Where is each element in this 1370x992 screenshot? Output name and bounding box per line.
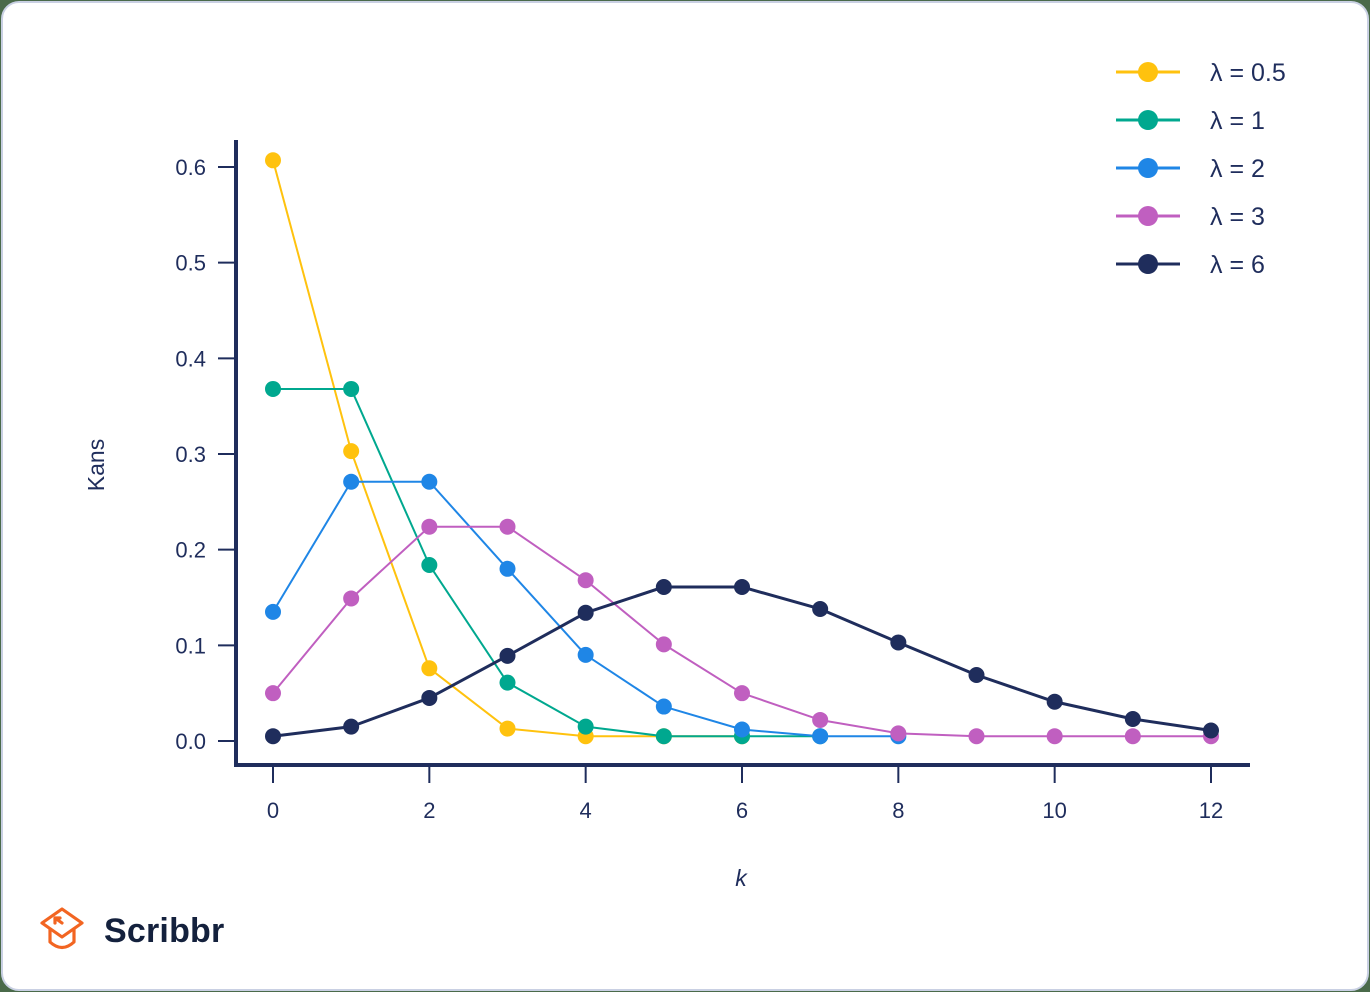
legend-marker — [1138, 158, 1158, 178]
series-line — [265, 473, 907, 745]
legend-marker — [1138, 110, 1158, 130]
y-tick-label: 0.0 — [175, 729, 206, 754]
data-point — [343, 590, 360, 607]
data-point — [577, 718, 594, 735]
y-axis-title: Kans — [83, 439, 109, 491]
data-point — [1124, 728, 1141, 745]
series-group — [265, 152, 1219, 745]
series-path — [272, 585, 1212, 738]
data-point — [265, 380, 281, 397]
data-point — [499, 647, 516, 664]
legend-marker — [1138, 62, 1158, 82]
data-point — [421, 518, 438, 535]
graduation-cap-icon — [40, 907, 84, 950]
legend-marker — [1138, 206, 1158, 226]
data-point — [577, 646, 594, 663]
x-tick-label: 8 — [892, 798, 904, 823]
series-path — [273, 387, 821, 738]
data-point — [577, 604, 594, 621]
axes — [234, 140, 1250, 767]
data-point — [499, 674, 516, 691]
data-point — [499, 560, 516, 577]
x-axis-title: k — [735, 865, 748, 891]
x-tick-label: 10 — [1042, 798, 1066, 823]
data-point — [734, 721, 750, 738]
legend-marker — [1138, 254, 1158, 274]
data-point — [812, 728, 829, 745]
series-line — [265, 578, 1219, 745]
y-ticks: 0.0 0.1 0.2 0.3 0.4 0.5 0.6 — [175, 155, 236, 754]
data-point — [890, 634, 907, 651]
y-tick-label: 0.4 — [175, 346, 206, 371]
series-line — [265, 518, 1219, 745]
y-tick-label: 0.2 — [175, 538, 206, 563]
legend-item: λ = 6 — [1116, 251, 1265, 279]
y-tick-label: 0.6 — [175, 155, 206, 180]
legend-item: λ = 2 — [1116, 155, 1265, 183]
data-point — [655, 698, 672, 715]
data-point — [1203, 722, 1219, 739]
legend-item: λ = 3 — [1116, 203, 1265, 231]
data-point — [265, 152, 281, 169]
x-tick-label: 2 — [423, 798, 435, 823]
data-point — [343, 380, 360, 397]
data-point — [343, 718, 360, 735]
y-tick-label: 0.3 — [175, 442, 206, 467]
scribbr-logo: Scribbr — [38, 906, 224, 956]
legend-label: λ = 1 — [1210, 107, 1265, 135]
data-point — [499, 720, 516, 737]
x-tick-label: 6 — [736, 798, 748, 823]
x-ticks: 0 2 4 6 8 10 12 — [267, 765, 1223, 823]
data-point — [734, 685, 750, 702]
data-point — [265, 603, 281, 620]
legend-item: λ = 1 — [1116, 107, 1265, 135]
logo-text: Scribbr — [104, 911, 225, 950]
data-point — [265, 728, 281, 745]
data-point — [421, 473, 438, 490]
data-point — [265, 685, 281, 702]
legend-label: λ = 3 — [1210, 203, 1265, 231]
legend-label: λ = 2 — [1210, 155, 1265, 183]
legend: λ = 0.5 λ = 1 λ = 2 λ = 3 λ = 6 — [1116, 59, 1286, 279]
y-tick-label: 0.1 — [175, 633, 206, 658]
data-point — [655, 728, 672, 745]
data-point — [655, 636, 672, 653]
data-point — [421, 660, 438, 677]
data-point — [577, 572, 594, 589]
data-point — [812, 711, 829, 728]
y-tick-label: 0.5 — [175, 251, 206, 276]
data-point — [421, 689, 438, 706]
legend-label: λ = 6 — [1210, 251, 1265, 279]
data-point — [968, 728, 985, 745]
legend-label: λ = 0.5 — [1210, 59, 1286, 87]
data-point — [1046, 728, 1063, 745]
data-point — [421, 556, 438, 573]
data-point — [343, 473, 360, 490]
x-tick-label: 12 — [1199, 798, 1223, 823]
data-point — [968, 666, 985, 683]
x-tick-label: 0 — [267, 798, 279, 823]
data-point — [1046, 693, 1063, 710]
legend-item: λ = 0.5 — [1116, 59, 1286, 87]
x-tick-label: 4 — [580, 798, 592, 823]
data-point — [890, 725, 907, 742]
data-point — [655, 578, 672, 595]
data-point — [812, 600, 829, 617]
data-point — [1124, 710, 1141, 727]
data-point — [343, 443, 360, 460]
data-point — [734, 578, 750, 595]
data-point — [499, 518, 516, 535]
